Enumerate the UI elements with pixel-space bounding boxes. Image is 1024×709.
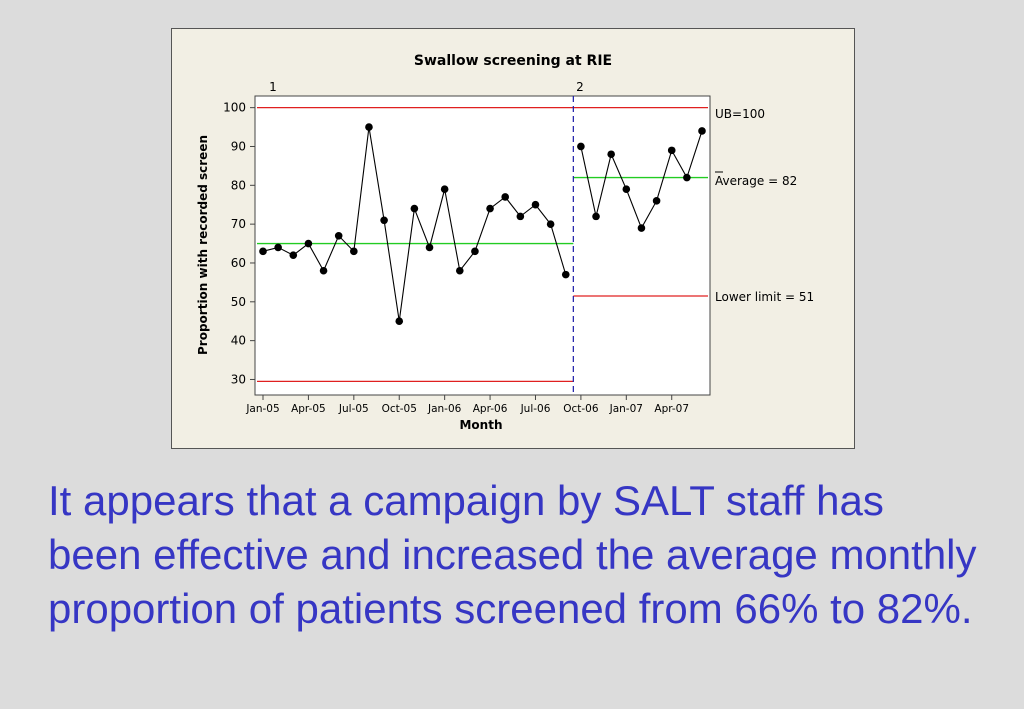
x-tick-label: Apr-06 <box>473 403 508 415</box>
data-point <box>440 185 449 193</box>
data-point <box>622 185 631 193</box>
y-tick-label: 50 <box>231 295 246 309</box>
data-point <box>395 317 404 326</box>
data-point <box>637 224 646 232</box>
data-point <box>425 243 434 252</box>
data-point <box>546 220 555 228</box>
data-point <box>607 150 615 159</box>
data-point <box>561 270 570 279</box>
caption-text: It appears that a campaign by SALT staff… <box>48 477 977 632</box>
chart-title: Swallow screening at RIE <box>414 53 612 69</box>
data-point <box>577 142 585 151</box>
control-chart: Swallow screening at RIE 1 2 30 40 50 60 70 8… <box>196 53 814 432</box>
data-point <box>652 197 661 205</box>
x-tick-label: Apr-07 <box>654 403 689 415</box>
data-point <box>319 266 328 275</box>
y-tick-label: 60 <box>231 256 246 270</box>
data-point <box>683 173 691 182</box>
y-tick-label: 90 <box>231 139 246 153</box>
y-tick-label: 80 <box>231 178 246 192</box>
y-axis-label: Proportion with recorded screen <box>196 135 210 355</box>
data-point <box>501 193 510 201</box>
average-annotation: Average = 82 <box>715 174 797 188</box>
data-point <box>334 231 343 240</box>
x-tick-label: Jul-06 <box>520 403 551 415</box>
data-point <box>592 212 600 221</box>
data-point <box>531 200 540 209</box>
data-point <box>365 123 373 131</box>
phase-label-2: 2 <box>576 80 584 94</box>
x-tick-label: Jan-06 <box>427 403 462 415</box>
x-tick-label: Jan-07 <box>609 403 643 415</box>
x-tick-label: Oct-05 <box>382 403 417 415</box>
lower-limit-annotation: Lower limit = 51 <box>715 290 814 304</box>
data-point <box>486 204 494 213</box>
data-point <box>667 146 676 155</box>
data-point <box>304 239 313 248</box>
y-tick-label: 100 <box>223 101 246 115</box>
x-tick-label: Jan-05 <box>245 403 279 415</box>
data-point <box>380 216 388 225</box>
data-point <box>698 127 706 135</box>
data-point <box>274 243 282 252</box>
data-point <box>455 266 464 275</box>
x-tick-label: Apr-05 <box>291 403 326 415</box>
upper-bound-annotation: UB=100 <box>715 107 765 121</box>
data-point <box>471 247 479 256</box>
x-axis: Jan-05 Apr-05 Jul-05 Oct-05 Jan-06 Apr-06 Jul-… <box>245 395 689 415</box>
data-point <box>350 247 358 256</box>
x-axis-label: Month <box>459 418 502 432</box>
plot-area <box>254 95 711 396</box>
data-series <box>259 123 706 326</box>
data-point <box>289 251 298 260</box>
y-axis: 30 40 50 60 70 80 90 100 <box>223 101 255 386</box>
x-tick-label: Jul-05 <box>338 403 369 415</box>
y-tick-label: 70 <box>231 217 246 231</box>
x-tick-label: Oct-06 <box>563 403 599 415</box>
phase-label-1: 1 <box>269 80 277 94</box>
data-point <box>259 247 267 256</box>
data-point <box>410 204 419 213</box>
y-tick-label: 40 <box>231 334 246 348</box>
y-tick-label: 30 <box>231 372 246 386</box>
control-chart-panel: Swallow screening at RIE 1 2 30 40 50 60 70 8… <box>171 28 855 449</box>
data-point <box>516 212 525 221</box>
